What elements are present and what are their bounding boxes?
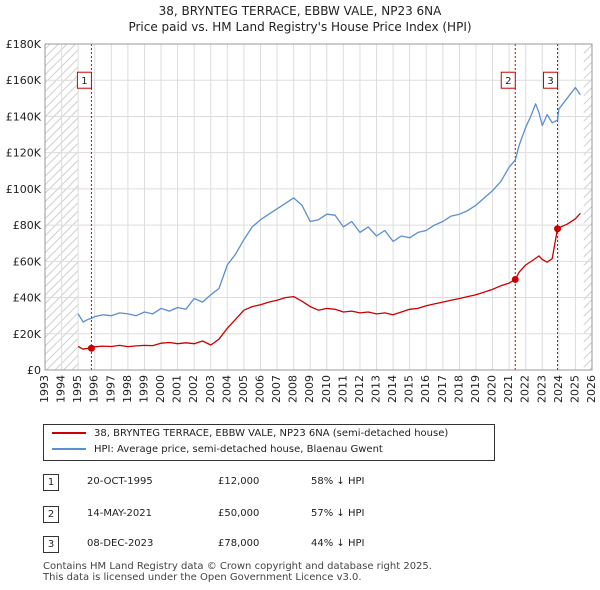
- sale-price: £78,000: [218, 538, 260, 549]
- x-tick-label: 2013: [370, 375, 383, 403]
- chart-legend: 38, BRYNTEG TERRACE, EBBW VALE, NP23 6NA…: [43, 424, 495, 461]
- legend-swatch-hpi: [52, 448, 86, 450]
- legend-label-hpi: HPI: Average price, semi-detached house,…: [94, 444, 383, 455]
- x-tick-label: 2016: [419, 375, 432, 403]
- sale-row: 3 08-DEC-2023 £78,000 44% ↓ HPI: [43, 534, 443, 554]
- sale-marker-label: 3: [547, 76, 553, 87]
- sale-marker-label: 1: [81, 76, 87, 87]
- property-price-line: [77, 212, 581, 350]
- legend-item-property: 38, BRYNTEG TERRACE, EBBW VALE, NP23 6NA…: [52, 426, 448, 442]
- y-tick-label: £40K: [13, 292, 42, 305]
- sale-hpi-diff: 57% ↓ HPI: [311, 508, 365, 519]
- x-tick-label: 2024: [552, 375, 565, 403]
- x-tick-label: 2012: [353, 375, 366, 403]
- sale-date: 08-DEC-2023: [87, 538, 154, 549]
- sale-row: 2 14-MAY-2021 £50,000 57% ↓ HPI: [43, 504, 443, 524]
- sale-price: £50,000: [218, 508, 260, 519]
- sale-row: 1 20-OCT-1995 £12,000 58% ↓ HPI: [43, 472, 443, 492]
- x-tick-label: 2002: [187, 375, 200, 403]
- x-tick-label: 2006: [253, 375, 266, 403]
- x-tick-label: 2023: [535, 375, 548, 403]
- legend-label-property: 38, BRYNTEG TERRACE, EBBW VALE, NP23 6NA…: [94, 428, 449, 439]
- x-tick-label: 2026: [585, 375, 598, 403]
- footer-license: This data is licensed under the Open Gov…: [43, 572, 362, 583]
- attribution-footer: Contains HM Land Registry data © Crown c…: [43, 561, 432, 583]
- x-tick-label: 2019: [469, 375, 482, 403]
- x-tick-label: 2008: [287, 375, 300, 403]
- y-tick-label: £0: [27, 364, 41, 377]
- sale-marker-box: [500, 71, 516, 89]
- x-tick-label: 2022: [519, 375, 532, 403]
- plot-frame: [44, 43, 593, 371]
- x-tick-label: 2010: [320, 375, 333, 403]
- x-tick-label: 2005: [237, 375, 250, 403]
- x-tick-label: 2004: [220, 375, 233, 403]
- hatched-region: [583, 44, 592, 370]
- y-tick-label: £80K: [13, 219, 42, 232]
- x-tick-label: 1998: [121, 375, 134, 403]
- x-tick-label: 2007: [270, 375, 283, 403]
- sale-number-badge: 1: [43, 474, 59, 491]
- x-tick-label: 2000: [154, 375, 167, 403]
- sale-marker-box: [543, 71, 559, 89]
- y-tick-label: £100K: [6, 183, 42, 196]
- legend-item-hpi: HPI: Average price, semi-detached house,…: [52, 442, 383, 458]
- y-tick-label: £160K: [6, 74, 42, 87]
- x-tick-label: 1996: [88, 375, 101, 403]
- hpi-line: [77, 86, 581, 323]
- footer-copyright: Contains HM Land Registry data © Crown c…: [43, 561, 432, 572]
- y-tick-label: £180K: [6, 38, 42, 51]
- x-tick-label: 2015: [403, 375, 416, 403]
- y-tick-label: £20K: [13, 328, 42, 341]
- sale-point: [554, 225, 562, 233]
- x-tick-label: 2017: [436, 375, 449, 403]
- x-tick-label: 2018: [452, 375, 465, 403]
- sale-marker-box: [76, 71, 92, 89]
- y-tick-label: £140K: [6, 110, 42, 123]
- sale-price: £12,000: [218, 476, 260, 487]
- sale-number-badge: 3: [43, 536, 59, 553]
- sale-hpi-diff: 58% ↓ HPI: [311, 476, 365, 487]
- sale-point: [87, 344, 95, 352]
- x-tick-label: 2021: [502, 375, 515, 403]
- x-tick-label: 1999: [137, 375, 150, 403]
- x-tick-label: 2020: [486, 375, 499, 403]
- x-tick-label: 1997: [104, 375, 117, 403]
- x-tick-label: 2001: [171, 375, 184, 403]
- x-tick-label: 1993: [38, 375, 51, 403]
- x-tick-label: 1994: [55, 375, 68, 403]
- x-tick-label: 2011: [336, 375, 349, 403]
- sale-marker-label: 2: [505, 76, 511, 87]
- sale-point: [511, 275, 519, 283]
- sale-number-badge: 2: [43, 506, 59, 523]
- x-tick-label: 2014: [386, 375, 399, 403]
- sale-date: 14-MAY-2021: [87, 508, 153, 519]
- y-tick-label: £60K: [13, 255, 42, 268]
- sale-hpi-diff: 44% ↓ HPI: [311, 538, 365, 549]
- legend-swatch-property: [52, 432, 86, 434]
- x-tick-label: 2003: [204, 375, 217, 403]
- chart-title: 38, BRYNTEG TERRACE, EBBW VALE, NP23 6NA: [158, 4, 442, 18]
- chart-subtitle: Price paid vs. HM Land Registry's House …: [128, 20, 472, 34]
- sale-date: 20-OCT-1995: [87, 476, 153, 487]
- x-tick-label: 2009: [303, 375, 316, 403]
- x-tick-label: 1995: [71, 375, 84, 403]
- x-tick-label: 2025: [568, 375, 581, 403]
- y-tick-label: £120K: [6, 147, 42, 160]
